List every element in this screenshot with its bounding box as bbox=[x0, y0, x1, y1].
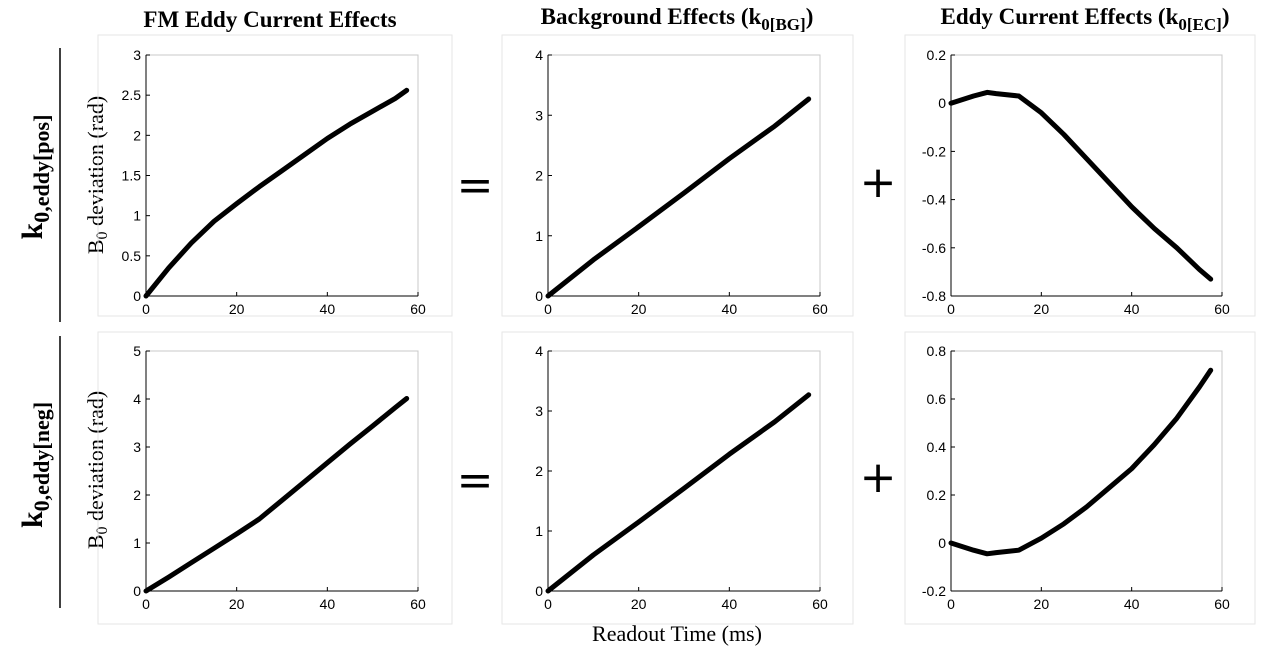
y-tick-label: -0.6 bbox=[922, 240, 946, 256]
row-label-pos: k0,eddy[pos] bbox=[16, 115, 54, 240]
y-tick-label: 0.6 bbox=[927, 391, 947, 407]
y-tick-label: 2 bbox=[535, 463, 543, 479]
x-tick-label: 20 bbox=[631, 301, 647, 317]
y-tick-label: 2 bbox=[133, 487, 141, 503]
x-tick-label: 40 bbox=[722, 301, 738, 317]
x-tick-label: 0 bbox=[544, 301, 552, 317]
x-tick-label: 60 bbox=[410, 301, 426, 317]
x-tick-label: 0 bbox=[544, 596, 552, 612]
series-line bbox=[143, 87, 410, 299]
x-tick-label: 0 bbox=[947, 596, 955, 612]
y-tick-label: -0.8 bbox=[922, 288, 946, 304]
x-tick-label: 0 bbox=[947, 301, 955, 317]
row-label-neg: k0,eddy[neg] bbox=[16, 402, 54, 528]
y-tick-label: 0 bbox=[938, 535, 946, 551]
x-tick-label: 20 bbox=[229, 596, 245, 612]
chart-ec-pos: -0.8 -0.6 -0.4 -0.2 0 0.2 0 20 40 60 bbox=[904, 34, 1256, 317]
plot-box bbox=[145, 54, 419, 297]
plot-box bbox=[547, 350, 821, 592]
x-tick-label: 40 bbox=[1124, 301, 1140, 317]
y-tick-label: 3 bbox=[535, 107, 543, 123]
series-line bbox=[948, 89, 1214, 282]
chart-fm-neg: 0 1 2 3 4 5 0 20 40 60 bbox=[97, 331, 453, 625]
x-tick-label: 20 bbox=[1034, 301, 1050, 317]
y-tick-label: 0 bbox=[938, 95, 946, 111]
y-axis-label-bottom: B0 deviation (rad) bbox=[83, 391, 111, 549]
y-tick-label: 1 bbox=[133, 535, 141, 551]
x-tick-label: 20 bbox=[1034, 596, 1050, 612]
x-tick-label: 60 bbox=[1214, 301, 1230, 317]
y-tick-label: 3 bbox=[133, 439, 141, 455]
y-tick-label: -0.2 bbox=[922, 583, 946, 599]
y-tick-label: 0 bbox=[133, 288, 141, 304]
y-tick-label: 0 bbox=[535, 288, 543, 304]
series-line bbox=[143, 396, 410, 594]
plot-box bbox=[547, 54, 821, 297]
y-tick-label: 1 bbox=[535, 523, 543, 539]
x-tick-label: 60 bbox=[812, 301, 828, 317]
x-tick-label: 60 bbox=[1214, 596, 1230, 612]
chart-fm-pos: 0 0.5 1 1.5 2 2.5 3 0 20 40 60 bbox=[97, 34, 453, 317]
y-tick-label: 1.5 bbox=[122, 168, 142, 184]
y-tick-label: 1 bbox=[535, 228, 543, 244]
panel-frame bbox=[97, 331, 453, 625]
plus-sign-bottom: + bbox=[860, 452, 897, 503]
panel-frame bbox=[97, 34, 453, 317]
y-tick-label: 2 bbox=[133, 127, 141, 143]
panel-frame bbox=[904, 331, 1256, 625]
y-tick-label: 0.5 bbox=[122, 248, 142, 264]
panel-frame bbox=[501, 331, 854, 625]
y-tick-label: 0.4 bbox=[927, 439, 947, 455]
x-tick-label: 40 bbox=[722, 596, 738, 612]
x-tick-label: 40 bbox=[320, 301, 336, 317]
series-line bbox=[948, 367, 1214, 557]
panel-frame bbox=[904, 34, 1256, 317]
y-tick-label: 0 bbox=[133, 583, 141, 599]
series-line bbox=[545, 96, 812, 299]
y-tick-label: 4 bbox=[535, 47, 543, 63]
y-tick-label: 4 bbox=[133, 391, 141, 407]
y-tick-label: 0.8 bbox=[927, 343, 947, 359]
y-tick-label: 0.2 bbox=[927, 487, 947, 503]
y-tick-label: 0 bbox=[535, 583, 543, 599]
x-axis-label: Readout Time (ms) bbox=[592, 621, 762, 646]
column-title-fm: FM Eddy Current Effects bbox=[143, 7, 396, 32]
chart-ec-neg: -0.200.20.40.60.80 20 40 60 bbox=[904, 331, 1256, 625]
y-axis-label-top: B0 deviation (rad) bbox=[83, 96, 111, 254]
y-tick-label: 1 bbox=[133, 208, 141, 224]
x-tick-label: 20 bbox=[631, 596, 647, 612]
y-tick-label: -0.2 bbox=[922, 143, 946, 159]
y-tick-label: -0.4 bbox=[922, 192, 946, 208]
x-tick-label: 0 bbox=[142, 301, 150, 317]
panel-frame bbox=[501, 34, 854, 317]
plus-sign-top: + bbox=[860, 157, 897, 208]
x-tick-label: 20 bbox=[229, 301, 245, 317]
equals-sign-top: = bbox=[457, 160, 494, 211]
column-title-bg: Background Effects (k0[BG]) bbox=[541, 4, 814, 34]
equals-sign-bottom: = bbox=[457, 455, 494, 506]
y-tick-label: 2 bbox=[535, 168, 543, 184]
y-tick-label: 3 bbox=[133, 47, 141, 63]
series-line bbox=[545, 392, 812, 594]
column-title-ec: Eddy Current Effects (k0[EC]) bbox=[941, 4, 1230, 34]
x-tick-label: 40 bbox=[320, 596, 336, 612]
x-tick-label: 0 bbox=[142, 596, 150, 612]
y-tick-label: 2.5 bbox=[122, 87, 142, 103]
y-tick-label: 0.2 bbox=[927, 47, 947, 63]
x-tick-label: 40 bbox=[1124, 596, 1140, 612]
y-tick-label: 4 bbox=[535, 343, 543, 359]
x-tick-label: 60 bbox=[812, 596, 828, 612]
y-tick-label: 5 bbox=[133, 343, 141, 359]
x-tick-label: 60 bbox=[410, 596, 426, 612]
y-tick-label: 3 bbox=[535, 403, 543, 419]
plot-box bbox=[145, 350, 419, 592]
